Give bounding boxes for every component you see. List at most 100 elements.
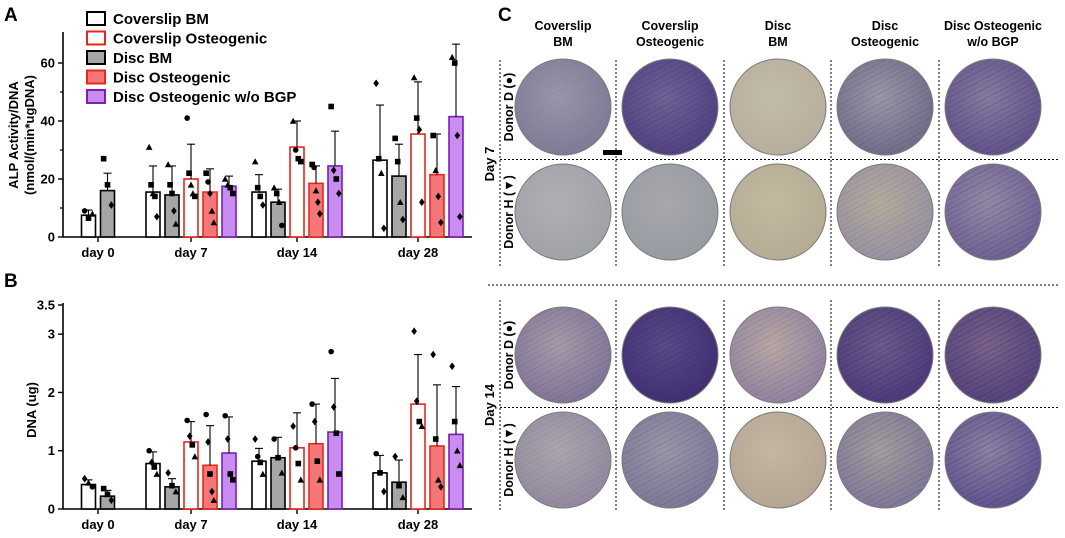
data-point bbox=[311, 164, 317, 171]
data-point bbox=[430, 132, 436, 139]
alp-y-axis-label-line2: (nmol/(min*ugDNA) bbox=[22, 75, 37, 195]
well-texture bbox=[838, 165, 932, 259]
data-point bbox=[254, 184, 261, 191]
data-point bbox=[312, 187, 320, 194]
well-texture bbox=[838, 413, 932, 507]
bar bbox=[448, 433, 464, 510]
bar bbox=[289, 446, 305, 510]
panel-label-c: C bbox=[498, 5, 512, 26]
well-texture bbox=[946, 413, 1040, 507]
data-point bbox=[377, 169, 385, 176]
bar bbox=[372, 159, 388, 238]
stained-well bbox=[729, 58, 827, 156]
data-point bbox=[316, 476, 324, 483]
data-point bbox=[375, 155, 382, 162]
data-point bbox=[191, 453, 199, 460]
data-point bbox=[203, 170, 209, 176]
data-point bbox=[292, 445, 299, 451]
data-point bbox=[186, 432, 193, 440]
data-point bbox=[171, 207, 177, 215]
well-texture bbox=[946, 60, 1040, 154]
data-point bbox=[270, 184, 278, 191]
data-point bbox=[260, 201, 266, 209]
data-point bbox=[456, 461, 464, 469]
data-point bbox=[148, 458, 155, 467]
data-point bbox=[108, 496, 115, 505]
data-point bbox=[451, 418, 458, 425]
y-tick-label: 0 bbox=[48, 502, 55, 517]
data-point bbox=[392, 452, 398, 461]
data-point bbox=[416, 125, 423, 134]
data-point bbox=[207, 471, 213, 477]
y-tick-label: 2 bbox=[48, 385, 55, 400]
column-header-line2: BM bbox=[553, 35, 572, 49]
legend-label: Disc Osteogenic w/o BGP bbox=[113, 89, 296, 106]
data-point bbox=[252, 435, 258, 443]
data-point bbox=[418, 422, 426, 430]
data-point bbox=[432, 436, 439, 442]
y-tick-label: 1 bbox=[48, 443, 55, 458]
data-point bbox=[104, 182, 111, 188]
data-point bbox=[373, 450, 379, 457]
y-tick-label: 3 bbox=[48, 327, 55, 342]
data-point bbox=[328, 103, 334, 110]
data-point bbox=[416, 418, 423, 425]
data-point bbox=[210, 219, 218, 226]
legend-label: Disc Osteogenic bbox=[113, 70, 231, 87]
data-point bbox=[317, 210, 323, 218]
x-tick-label: day 7 bbox=[174, 245, 207, 260]
data-point bbox=[328, 348, 334, 355]
alp-activity-chart: ALP Activity/DNA (nmol/(min*ugDNA) 0 20 40… bbox=[6, 32, 472, 260]
data-point bbox=[257, 459, 264, 466]
data-point bbox=[224, 435, 231, 443]
data-point bbox=[209, 487, 215, 496]
bar bbox=[270, 201, 286, 238]
data-point bbox=[448, 53, 456, 60]
data-point bbox=[85, 215, 92, 221]
data-point bbox=[273, 190, 280, 197]
data-point bbox=[295, 155, 302, 162]
data-point bbox=[221, 175, 229, 182]
data-point bbox=[169, 482, 175, 489]
y-tick-label: 3.5 bbox=[37, 298, 55, 313]
data-point bbox=[81, 208, 88, 214]
well-texture bbox=[516, 60, 610, 154]
data-point bbox=[413, 115, 420, 121]
well-texture bbox=[623, 413, 717, 507]
data-point bbox=[210, 496, 218, 504]
dna-y-axis-label: DNA (ug) bbox=[24, 382, 39, 438]
bar bbox=[410, 133, 426, 238]
data-point bbox=[187, 181, 195, 188]
well-texture bbox=[946, 308, 1040, 402]
data-point bbox=[289, 117, 297, 124]
data-point bbox=[108, 201, 115, 209]
data-point bbox=[275, 198, 283, 205]
panel-label-b: B bbox=[4, 271, 18, 292]
bar bbox=[164, 194, 180, 238]
data-point bbox=[449, 362, 455, 370]
data-point bbox=[222, 412, 228, 419]
bar bbox=[183, 178, 199, 238]
data-point bbox=[165, 469, 171, 477]
well-texture bbox=[516, 413, 610, 507]
data-point bbox=[254, 453, 261, 460]
data-point bbox=[271, 436, 277, 442]
column-header-line2: w/o BGP bbox=[966, 35, 1018, 49]
panel-label-a: A bbox=[4, 5, 18, 26]
data-point bbox=[208, 207, 216, 214]
data-point bbox=[259, 470, 267, 477]
data-point bbox=[146, 447, 152, 454]
data-point bbox=[314, 458, 321, 465]
data-point bbox=[100, 155, 107, 162]
data-point bbox=[230, 477, 236, 483]
data-point bbox=[257, 193, 264, 200]
y-tick-label: 20 bbox=[41, 172, 55, 187]
column-header-line1: Coverslip bbox=[642, 19, 699, 33]
x-tick-label: day 7 bbox=[174, 517, 207, 532]
data-point bbox=[227, 184, 234, 191]
data-point bbox=[392, 135, 398, 142]
data-point bbox=[400, 215, 406, 224]
legend-swatch bbox=[86, 89, 106, 104]
data-point bbox=[207, 189, 213, 198]
data-point bbox=[381, 487, 387, 496]
